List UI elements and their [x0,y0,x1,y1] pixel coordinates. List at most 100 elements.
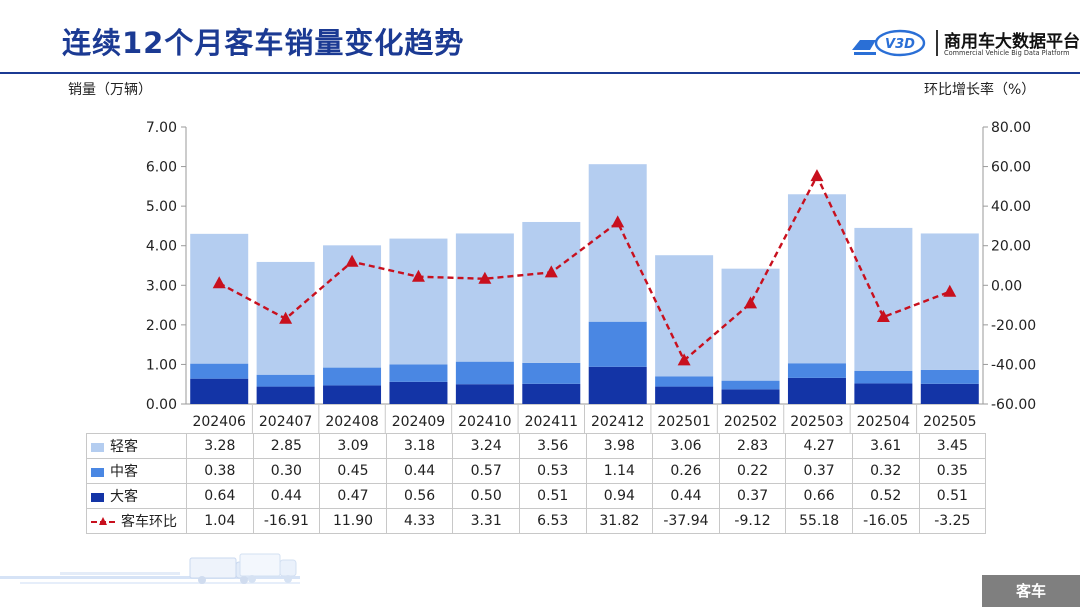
table-cell: 31.82 [585,508,654,534]
mom-marker-202406 [212,276,226,289]
bar-light-202505 [920,233,979,370]
y2-tick-label: 20.00 [991,239,1031,255]
x-tick-label: 202411 [525,414,578,430]
bar-medium-202412 [588,321,647,367]
y-tick-label: 3.00 [146,278,177,294]
table-cell: 0.38 [186,458,254,484]
x-tick-label: 202502 [724,414,777,430]
table-cell: 0.56 [385,483,454,509]
x-tick-label: 202501 [657,414,710,430]
legend-swatch [91,442,104,452]
x-tick-label: 202406 [192,414,246,430]
table-cell: 1.14 [585,458,654,484]
table-row-mom-growth: 客车环比 1.04 -16.91 11.90 4.33 3.31 6.53 31.82 -37.… [86,508,987,534]
x-tick-label: 202505 [923,414,976,430]
bar-heavy-202502 [721,389,780,404]
table-cell: -16.91 [252,508,321,534]
table-cell: 0.32 [851,458,920,484]
y2-tick-label: 60.00 [991,160,1031,176]
logo-mark-text: V3D [885,37,915,52]
table-cell: -16.05 [851,508,920,534]
table-cell: 3.31 [452,508,520,534]
bar-light-202412 [588,164,647,322]
table-cell: 0.37 [718,483,787,509]
series-name: 客车环比 [121,514,177,530]
table-cell: 3.61 [851,433,920,459]
bar-heavy-202411 [522,383,581,404]
row-header: 客车环比 [86,508,187,534]
table-cell: 4.33 [385,508,454,534]
bar-medium-202406 [190,363,249,379]
mom-growth-line [218,173,951,363]
logo-subtitle: Commercial Vehicle Big Data Platform [944,49,1070,57]
y-tick-label: 0.00 [146,397,177,413]
table-row-light-bus: 轻客 3.28 2.85 3.09 3.18 3.24 3.56 3.98 3.06 2.83 4.… [86,433,987,459]
page-title: 连续12个月客车销量变化趋势 [62,26,465,60]
bar-heavy-202412 [588,366,647,404]
mom-marker-202502 [744,296,758,309]
y2-tick-label: 80.00 [991,120,1031,136]
y-tick-label: 7.00 [146,120,177,136]
mom-marker-202408 [345,254,359,267]
v3d-logo-icon: V3D [852,29,926,57]
mom-marker-202407 [279,311,293,324]
logo-separator [936,30,938,56]
table-cell: 0.44 [252,483,321,509]
mom-marker-202412 [611,215,625,228]
table-cell: 0.50 [452,483,520,509]
y2-tick-label: -20.00 [991,318,1036,334]
trucks-decoration-icon [0,553,300,584]
x-tick-label: 202407 [259,414,312,430]
y-axis-left-title: 销量（万辆） [68,82,152,98]
table-cell: 0.64 [186,483,254,509]
table-row-medium-bus: 中客 0.38 0.30 0.45 0.44 0.57 0.53 1.14 0.26 0.22 0.… [86,458,987,484]
bar-light-202410 [455,233,514,362]
table-cell: 3.09 [319,433,387,459]
x-tick-label: 202412 [591,414,644,430]
bar-medium-202504 [854,370,913,384]
bar-medium-202409 [389,364,448,382]
table-cell: 0.66 [785,483,853,509]
bar-light-202503 [787,194,846,364]
table-cell: 0.51 [918,483,987,509]
y2-tick-label: 40.00 [991,199,1031,215]
series-name: 中客 [110,464,138,480]
title-divider [0,72,1080,74]
table-cell: 0.45 [319,458,387,484]
bar-heavy-202410 [455,384,514,404]
bar-light-202409 [389,238,448,365]
table-cell: 3.98 [585,433,654,459]
table-cell: 3.45 [918,433,987,459]
mom-marker-202501 [677,353,691,366]
table-cell: 0.44 [652,483,720,509]
bar-medium-202501 [655,376,714,387]
table-cell: 0.30 [252,458,321,484]
bar-medium-202407 [256,374,315,387]
bar-light-202504 [854,227,913,371]
table-cell: 0.51 [518,483,587,509]
table-cell: 0.52 [851,483,920,509]
y-tick-label: 6.00 [146,160,177,176]
y2-tick-label: 0.00 [991,278,1022,294]
table-cell: 0.44 [385,458,454,484]
table-cell: 0.47 [319,483,387,509]
table-cell: 3.18 [385,433,454,459]
mom-marker-202505 [943,284,957,297]
legend-swatch [91,467,104,477]
row-header: 轻客 [86,433,187,459]
table-cell: 0.94 [585,483,654,509]
logo-name: 商用车大数据平台 [944,32,1080,52]
sales-chart: 0.00 1.00 2.00 3.00 4.00 5.00 6.00 7.00 -60.00 -4… [146,120,1036,433]
table-cell: 4.27 [785,433,853,459]
x-tick-label: 202503 [790,414,843,430]
series-name: 大客 [110,489,138,505]
bar-medium-202408 [323,367,382,386]
legend-swatch [91,492,104,502]
table-cell: 0.35 [918,458,987,484]
bar-heavy-202406 [190,378,249,404]
series-name: 轻客 [110,439,138,455]
table-cell: 0.37 [785,458,853,484]
table-cell: 0.57 [452,458,520,484]
table-cell: 0.22 [718,458,787,484]
table-cell: 2.85 [252,433,321,459]
